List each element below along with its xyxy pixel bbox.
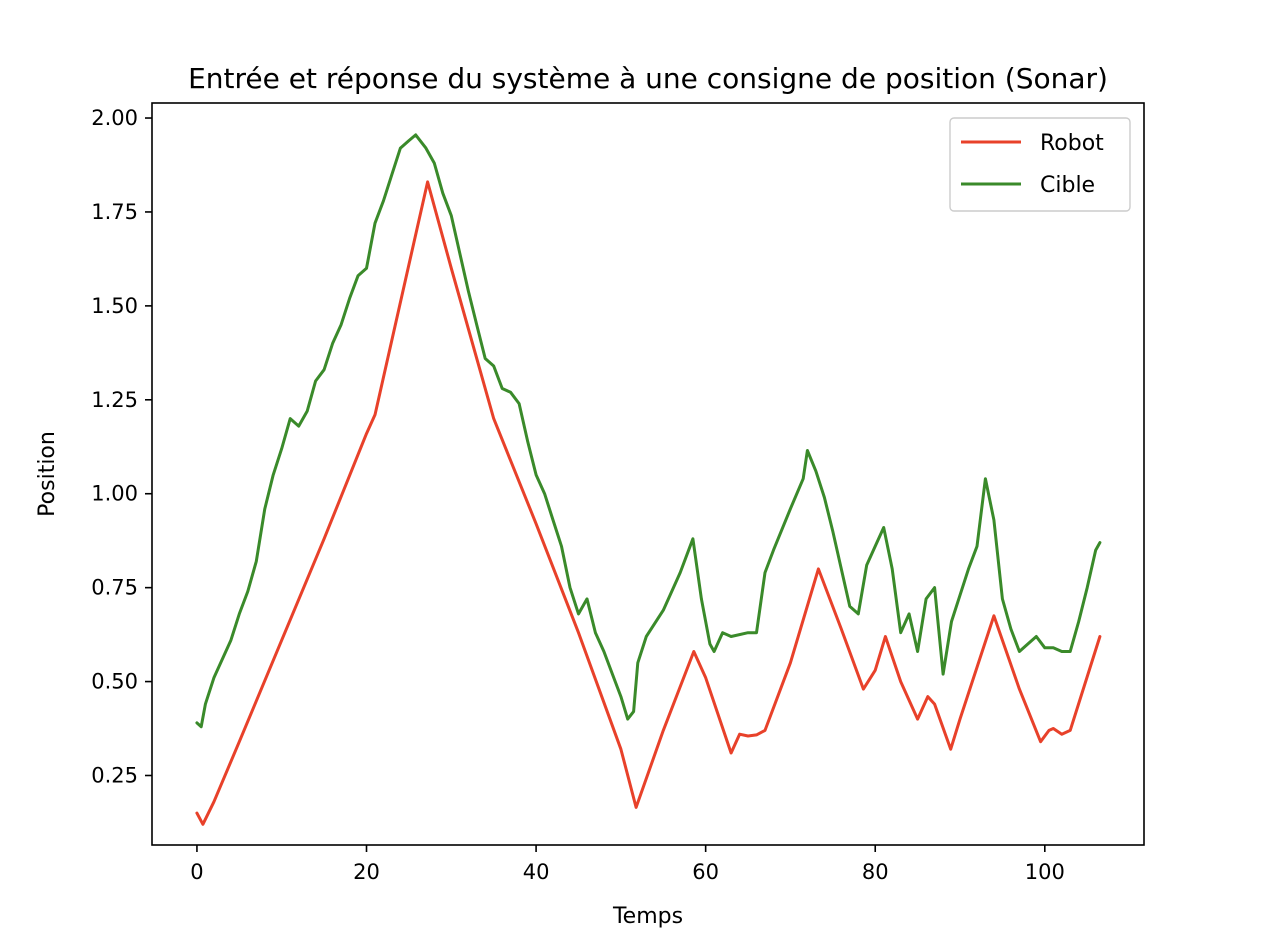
chart-title: Entrée et réponse du système à une consi…	[188, 62, 1108, 95]
y-tick-label: 1.50	[91, 294, 138, 318]
x-tick-label: 0	[190, 860, 203, 884]
series-layer	[195, 133, 1102, 826]
y-tick-label: 0.25	[91, 763, 138, 787]
legend-label-cible: Cible	[1040, 173, 1095, 198]
x-axis-ticks: 0 20 40 60 80 100	[190, 845, 1065, 884]
y-tick-label: 1.75	[91, 200, 138, 224]
legend-label-robot: Robot	[1040, 131, 1104, 156]
x-tick-label: 80	[862, 860, 889, 884]
y-tick-label: 0.75	[91, 576, 138, 600]
plot-area	[151, 102, 1145, 846]
series-line-cible	[195, 133, 1102, 729]
y-tick-label: 1.25	[91, 388, 138, 412]
legend: Robot Cible	[949, 117, 1131, 212]
x-tick-label: 20	[353, 860, 380, 884]
y-axis-label: Position	[35, 431, 60, 517]
x-tick-label: 100	[1025, 860, 1065, 884]
x-tick-label: 60	[692, 860, 719, 884]
x-tick-label: 40	[523, 860, 550, 884]
plot-frame	[151, 102, 1145, 846]
series-line-robot	[195, 180, 1102, 826]
y-tick-label: 1.00	[91, 482, 138, 506]
y-tick-label: 0.50	[91, 670, 138, 694]
y-axis-ticks: 0.25 0.50 0.75 1.00 1.25 1.50 1.75 2.00	[91, 106, 152, 787]
x-axis-label: Temps	[612, 904, 683, 929]
y-tick-label: 2.00	[91, 106, 138, 130]
